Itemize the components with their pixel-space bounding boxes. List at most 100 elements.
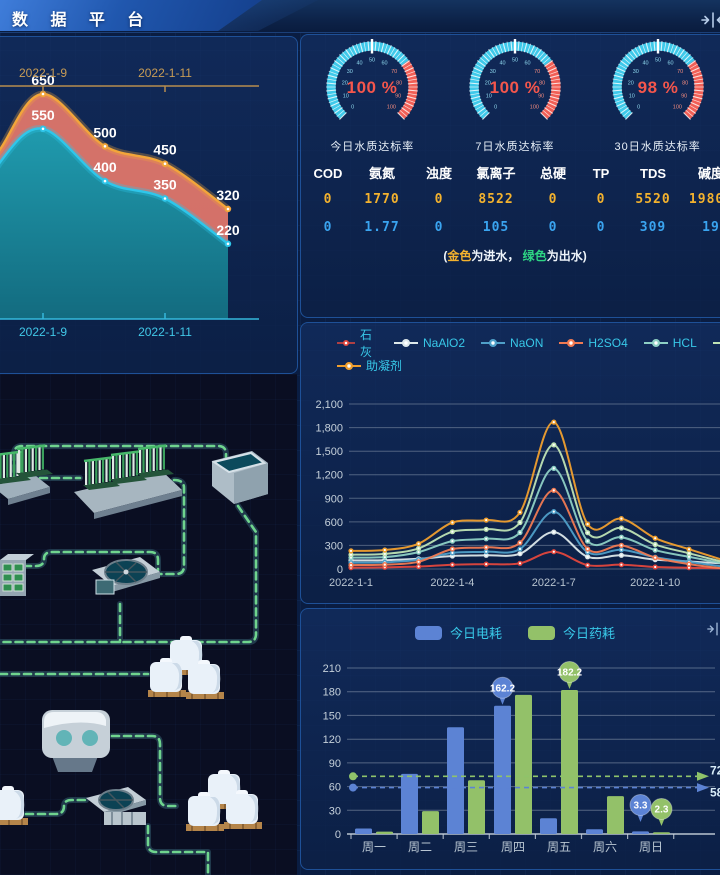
column-header: TP — [592, 166, 610, 181]
y-axis-tick: 600 — [325, 517, 343, 529]
gauge-tick-label: 70 — [391, 69, 397, 75]
legend-label: 助凝剂 — [366, 359, 403, 373]
legend-marker-icon — [394, 338, 419, 347]
table-cell: 105 — [482, 219, 510, 235]
legend-item-NaCLO[interactable]: NaCLO — [712, 336, 720, 350]
top-bar: 数 据 平 台 — [0, 0, 720, 33]
x-axis-category: 周日 — [639, 840, 663, 854]
gauge-value: 100 % — [490, 78, 541, 97]
panel-water-quality: 0 10 20 30 40 50 60 70 80 90 100 100 % 今日水质达标率 0 10 20 3… — [300, 34, 720, 318]
legend-item-NaON[interactable]: NaON — [481, 336, 543, 350]
gauge-row: 0 10 20 30 40 50 60 70 80 90 100 100 % 今日水质达标率 0 10 20 3… — [301, 35, 720, 154]
bar-今日电耗 — [632, 831, 649, 834]
bar-今日药耗 — [422, 811, 439, 834]
table-cell: 0 — [548, 219, 558, 235]
legend-swatch — [414, 625, 442, 640]
gauge-tick-label: 0 — [494, 104, 497, 110]
legend-item-H2SO4[interactable]: H2SO4 — [559, 336, 628, 350]
note-text: 为出水) — [546, 248, 587, 263]
dosing-legend: 石灰 NaAlO2 NaON H2SO4 HCL NaCLO 助凝剂 — [337, 328, 720, 377]
panel-inflow-trend: 650 500 450 320 550 400 350 220 2022-1-9 2022-1-1… — [0, 36, 298, 374]
column-header: 碱度 — [697, 166, 720, 181]
gauge-tick-label: 100 — [530, 104, 539, 110]
gauge-tick-label: 40 — [357, 61, 363, 67]
table-cell: 1.77 — [364, 219, 400, 235]
legend-item-助凝剂[interactable]: 助凝剂 — [337, 357, 402, 374]
svg-text:3.3: 3.3 — [634, 801, 648, 812]
legend-item-HCL[interactable]: HCL — [643, 336, 697, 350]
legend-marker-icon — [337, 339, 355, 346]
gauge-tick-label: 90 — [681, 94, 687, 100]
reference-line-label: 58.74 — [710, 786, 720, 800]
gauge-tick-label: 20 — [485, 81, 491, 87]
consumption-legend: 今日电耗 今日药耗 — [301, 623, 720, 642]
value-balloon: 182.2 — [557, 660, 582, 689]
bar-今日电耗 — [586, 829, 603, 834]
gauge-tick-label: 10 — [628, 94, 634, 100]
chemical-bag-single — [0, 785, 29, 826]
table-cell: 19 — [702, 219, 720, 235]
legend-marker-icon — [559, 338, 584, 347]
legend-marker-icon — [337, 361, 361, 370]
table-cell: 0 — [323, 219, 333, 235]
x-axis-tick-bottom: 2022-1-9 — [19, 325, 67, 339]
y-axis-tick: 180 — [323, 687, 341, 699]
x-axis-category: 周六 — [593, 840, 617, 854]
gauge-value: 98 % — [637, 78, 678, 97]
page-title: 数 据 平 台 — [12, 12, 153, 29]
y-axis-tick: 60 — [329, 782, 341, 794]
legend-label: 今日药耗 — [563, 626, 616, 641]
data-label: 350 — [153, 177, 177, 193]
table-cell: 5520 — [635, 191, 671, 207]
collapse-horizontal-icon[interactable] — [707, 621, 720, 637]
column-header: 浊度 — [425, 166, 452, 181]
gauge-tick-label: 90 — [538, 94, 544, 100]
gauge-tick-label: 80 — [539, 81, 545, 87]
chemical-shelf-unit — [0, 554, 34, 596]
legend-item-石灰[interactable]: 石灰 — [337, 326, 378, 360]
gauge-label: 30日水质达标率 — [614, 141, 701, 153]
gauge-tick-label: 50 — [369, 58, 375, 64]
legend-item-今日电耗[interactable]: 今日电耗 — [414, 623, 502, 642]
legend-swatch — [528, 625, 555, 640]
gauge-tick-label: 30 — [490, 69, 496, 75]
y-axis-tick: 210 — [323, 663, 341, 675]
gauge-tick-label: 30 — [632, 69, 638, 75]
column-header: 氨氮 — [368, 166, 395, 181]
data-label: 220 — [216, 222, 240, 238]
y-axis-tick: 300 — [325, 540, 343, 552]
gauge-tick-label: 20 — [627, 81, 633, 87]
y-axis-tick: 150 — [323, 710, 341, 722]
x-axis-tick: 2022-1-4 — [430, 577, 474, 589]
gauge: 0 10 20 30 40 50 60 70 80 90 100 100 % 7日水质达标率 — [444, 37, 585, 154]
legend-item-今日药耗[interactable]: 今日药耗 — [528, 623, 615, 642]
gauge-tick-label: 60 — [524, 61, 530, 67]
data-label: 400 — [93, 159, 117, 175]
membrane-rack-platform — [74, 444, 182, 519]
x-axis-tick: 2022-1-1 — [329, 577, 373, 589]
y-axis-tick: 900 — [325, 493, 343, 505]
column-header: COD — [313, 166, 343, 181]
table-note: (金色为进水， 绿色为出水) — [301, 247, 720, 264]
table-cell: 309 — [639, 219, 667, 235]
svg-text:2.3: 2.3 — [655, 805, 669, 816]
storage-tank — [211, 451, 268, 504]
gauge-tick-label: 60 — [667, 61, 673, 67]
x-axis-category: 周一 — [362, 840, 386, 854]
bar-今日药耗 — [468, 780, 485, 834]
legend-row: 石灰 NaAlO2 NaON H2SO4 HCL NaCLO — [337, 328, 720, 359]
table-cell: 0 — [596, 219, 606, 235]
gauge-tick-label: 30 — [347, 69, 353, 75]
gauge-label: 今日水质达标率 — [330, 141, 415, 153]
legend-item-NaAlO2[interactable]: NaAlO2 — [394, 336, 465, 350]
gauge-tick-label: 80 — [396, 81, 402, 87]
table-cell: 1770 — [364, 191, 400, 207]
collapse-horizontal-icon[interactable] — [701, 11, 720, 29]
water-quality-table: COD 氨氮 浊度 氯离子 总硬 TP TDS 碱度 0 1770 0 8522 0 0 5520 19800… — [301, 164, 720, 240]
legend-label: 石灰 — [360, 327, 373, 359]
value-balloon: 3.3 — [629, 794, 652, 822]
plant-3d-view — [0, 374, 297, 875]
legend-label: 今日电耗 — [449, 626, 502, 641]
gauge-tick-label: 0 — [351, 104, 354, 110]
